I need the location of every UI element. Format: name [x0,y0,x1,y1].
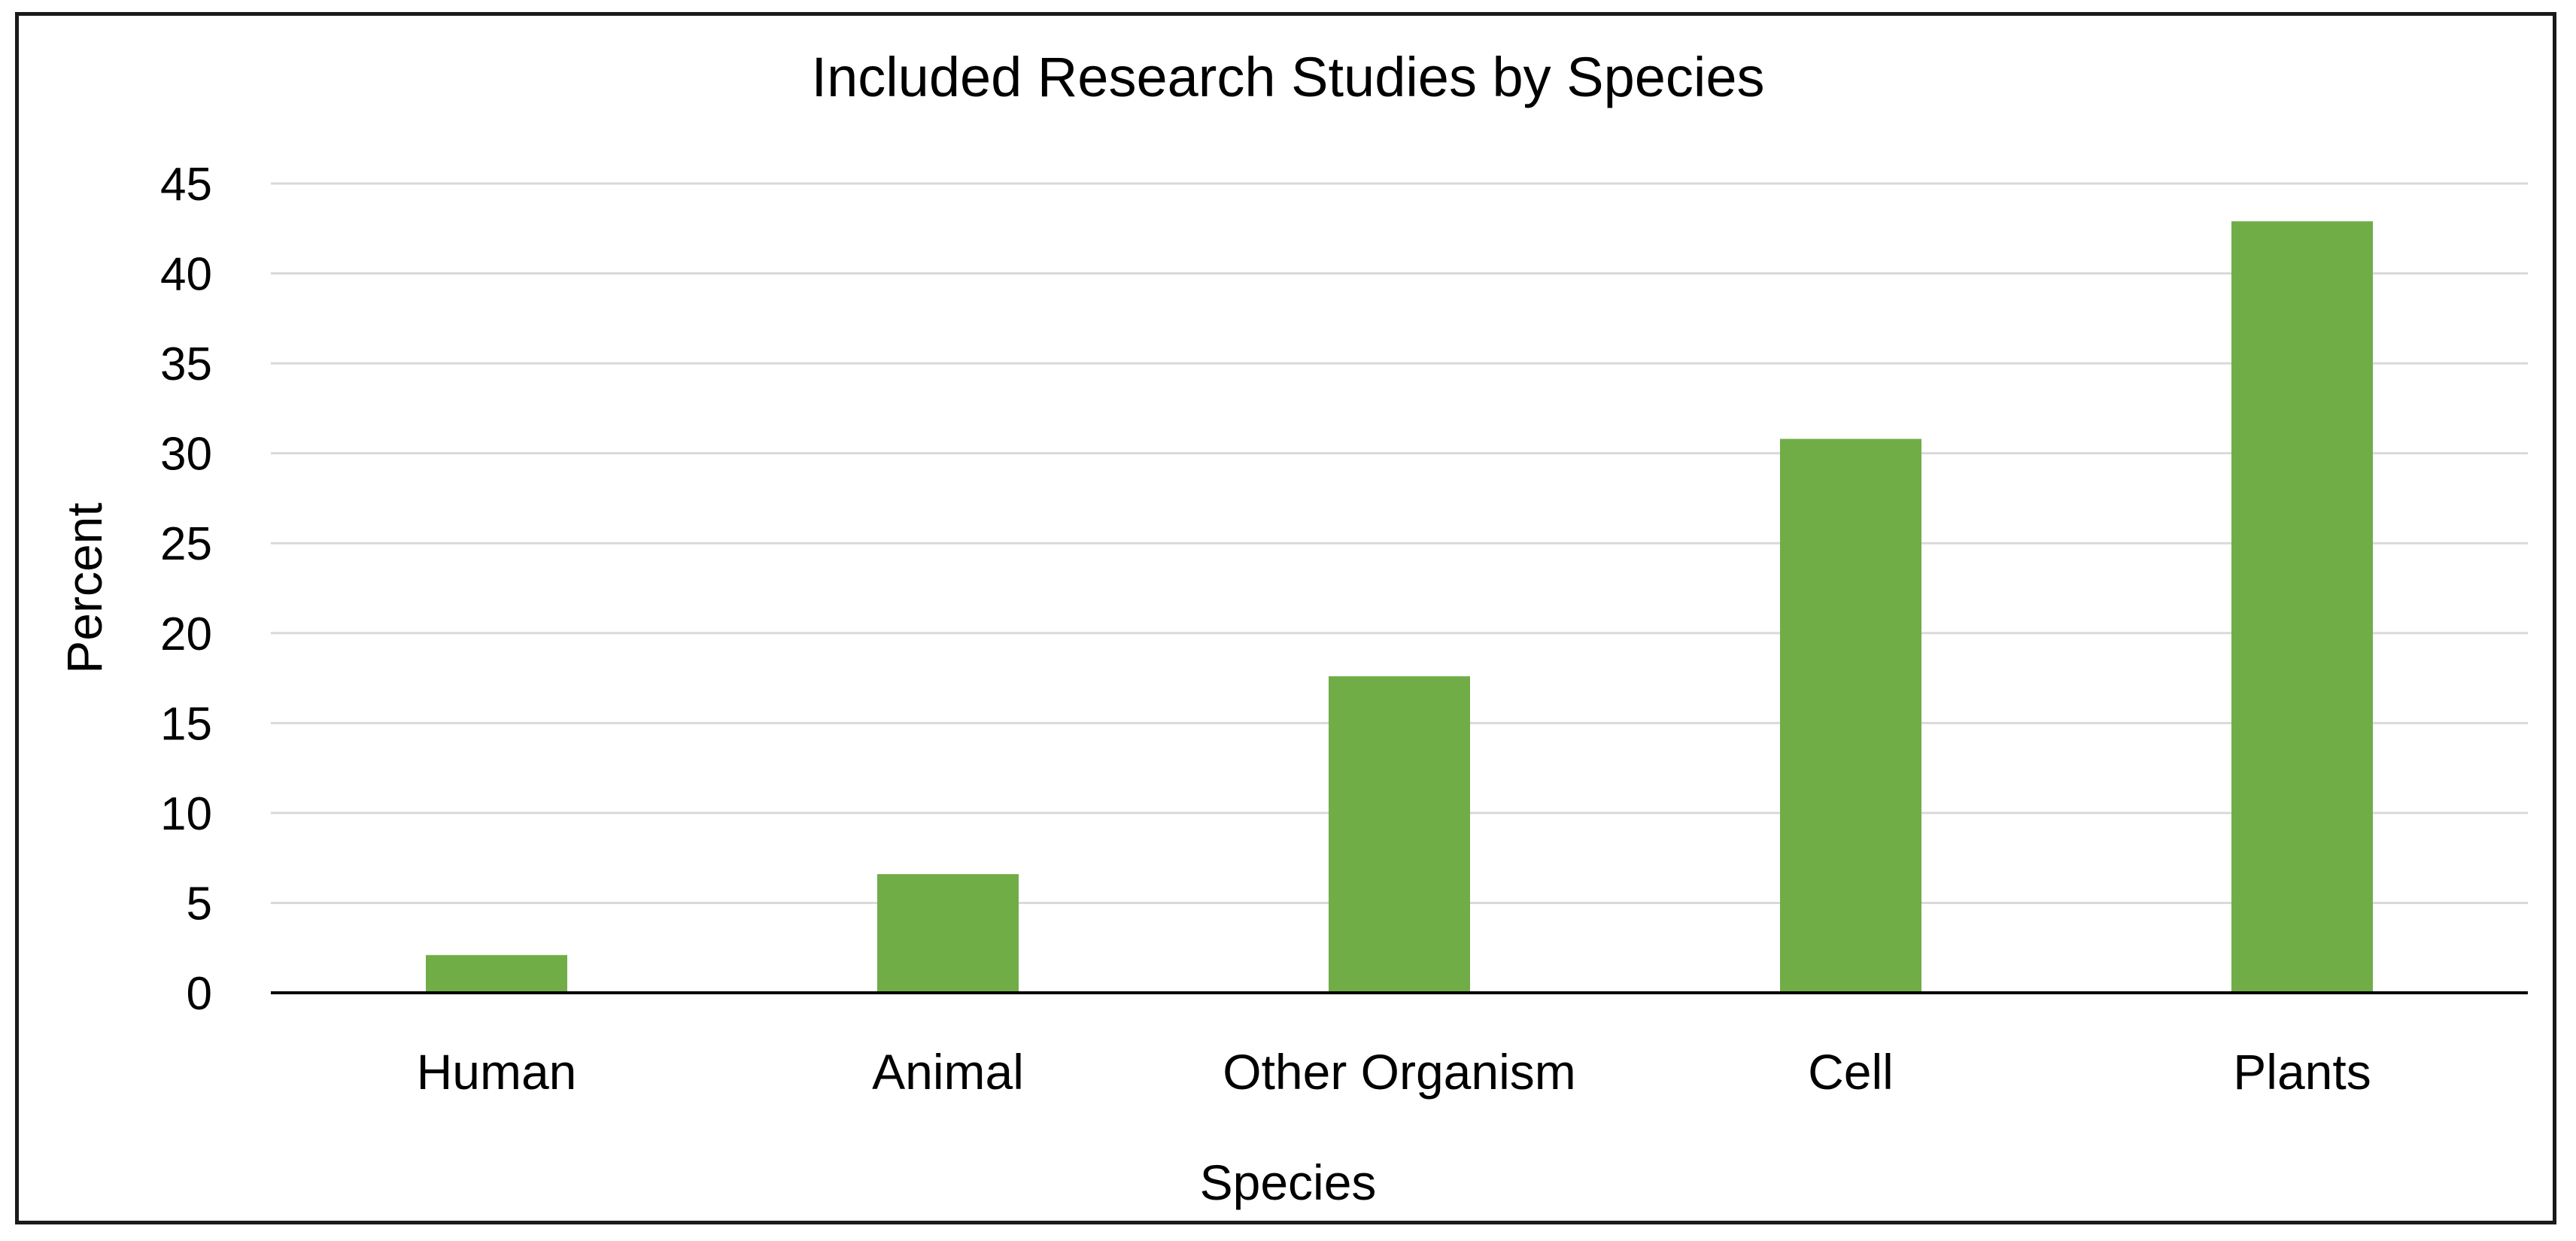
y-tick-label: 5 [187,878,212,930]
bars [426,221,2373,993]
x-category-label: Plants [2233,1044,2371,1100]
y-axis-ticks: 0 5 10 15 20 25 30 35 40 45 [160,159,212,1020]
y-tick-label: 45 [160,159,212,211]
x-axis-label: Species [1200,1155,1377,1210]
chart-frame [15,12,2556,1224]
y-tick-label: 25 [160,518,212,570]
x-axis-categories: Human Animal Other Organism Cell Plants [417,1044,2371,1100]
gridlines [271,182,2528,904]
x-category-label: Cell [1808,1044,1894,1100]
y-tick-label: 35 [160,338,212,390]
y-tick-label: 20 [160,608,212,660]
y-tick-label: 15 [160,698,212,750]
bar-human [426,954,567,993]
bar-animal [877,874,1019,993]
y-tick-label: 10 [160,788,212,840]
bar-other-organism [1329,676,1470,993]
y-tick-label: 40 [160,249,212,301]
x-category-label: Animal [872,1044,1024,1100]
bar-plants [2231,221,2373,993]
y-tick-label: 0 [187,968,212,1020]
y-axis-label: Percent [56,502,112,673]
x-category-label: Other Organism [1223,1044,1575,1100]
x-category-label: Human [417,1044,577,1100]
chart-title: Included Research Studies by Species [812,46,1765,108]
y-tick-label: 30 [160,429,212,481]
bar-cell [1780,438,1921,993]
